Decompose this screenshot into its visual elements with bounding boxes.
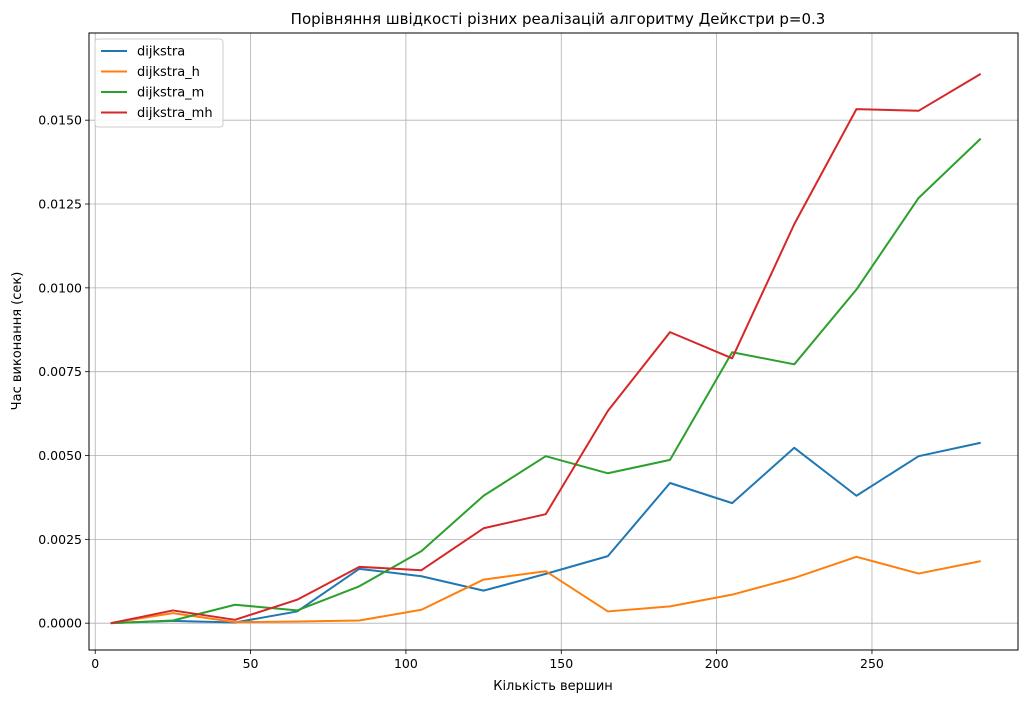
x-tick-label: 200 bbox=[705, 656, 729, 671]
x-tick-label: 0 bbox=[91, 656, 99, 671]
chart-title: Порівняння швідкості різних реалізацій а… bbox=[291, 10, 826, 28]
y-tick-label: 0.0050 bbox=[38, 448, 82, 463]
y-tick-label: 0.0075 bbox=[38, 364, 82, 379]
y-tick-label: 0.0025 bbox=[38, 532, 82, 547]
x-axis: 0 50 100 150 200 250 bbox=[91, 650, 884, 671]
y-tick-label: 0.0100 bbox=[38, 280, 82, 295]
y-tick-label: 0.0000 bbox=[38, 616, 82, 631]
legend-entry-label: dijkstra_mh bbox=[137, 106, 213, 121]
x-tick-label: 50 bbox=[243, 656, 259, 671]
legend-entry-label: dijkstra bbox=[137, 45, 185, 60]
grid-lines bbox=[89, 33, 1018, 650]
y-tick-label: 0.0150 bbox=[38, 113, 82, 128]
y-axis-label: Час виконання (сек) bbox=[10, 272, 25, 411]
legend-box bbox=[94, 38, 224, 128]
legend-entry-label: dijkstra_m bbox=[137, 86, 204, 101]
legend: dijkstra dijkstra_h dijkstra_m dijkstra_mh bbox=[94, 38, 224, 128]
y-tick-label: 0.0125 bbox=[38, 197, 82, 212]
legend-entry-label: dijkstra_h bbox=[137, 65, 200, 80]
plot-frame bbox=[88, 32, 1019, 651]
series-lines bbox=[110, 73, 982, 625]
series-line-dijkstra bbox=[110, 441, 981, 625]
series-line-dijkstra-m bbox=[110, 137, 982, 625]
y-axis: 0.0000 0.0025 0.0050 0.0075 0.0100 0.0125 0.01… bbox=[38, 113, 89, 631]
x-tick-label: 250 bbox=[860, 656, 884, 671]
x-tick-label: 100 bbox=[394, 656, 418, 671]
x-tick-label: 150 bbox=[549, 656, 573, 671]
series-line-dijkstra-h bbox=[110, 555, 981, 625]
x-axis-label: Кількість вершин bbox=[493, 679, 613, 694]
series-line-dijkstra-mh bbox=[110, 73, 982, 625]
